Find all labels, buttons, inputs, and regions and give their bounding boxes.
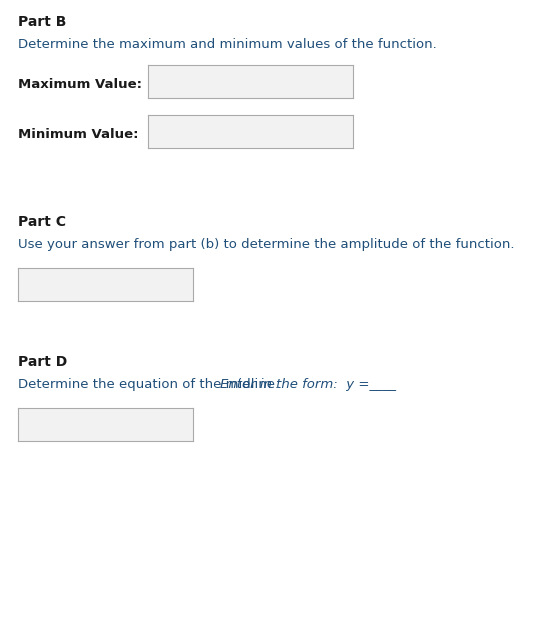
Text: Part C: Part C (18, 215, 66, 229)
Text: Use your answer from part (b) to determine the amplitude of the function.: Use your answer from part (b) to determi… (18, 238, 515, 251)
Text: Part D: Part D (18, 355, 67, 369)
Text: Enter in the form:  y =____: Enter in the form: y =____ (220, 378, 396, 391)
Text: Determine the equation of the midline.: Determine the equation of the midline. (18, 378, 283, 391)
Text: Determine the maximum and minimum values of the function.: Determine the maximum and minimum values… (18, 38, 437, 51)
Text: Maximum Value:: Maximum Value: (18, 78, 142, 91)
Text: Part B: Part B (18, 15, 67, 29)
Text: Minimum Value:: Minimum Value: (18, 128, 138, 141)
